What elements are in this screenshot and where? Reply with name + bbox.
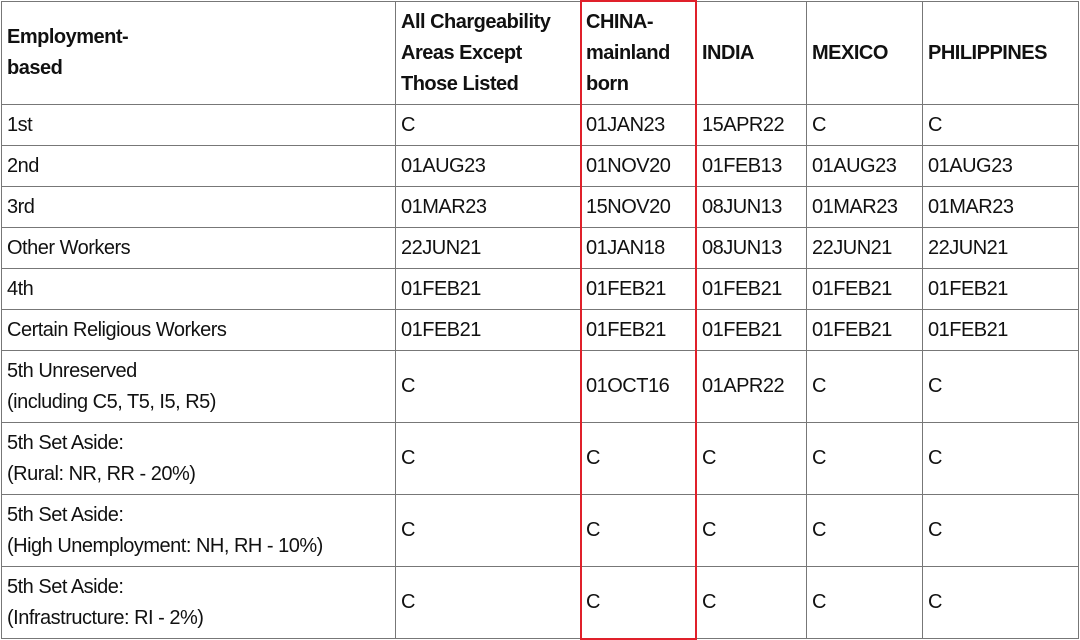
- cell-india: C: [696, 494, 807, 567]
- cell-category: 5th Set Aside: (Rural: NR, RR - 20%): [1, 422, 396, 495]
- cell-category: Other Workers: [1, 227, 396, 269]
- table-row: 5th Unreserved (including C5, T5, I5, R5)…: [1, 350, 1079, 423]
- cell-all-chargeability: C: [395, 104, 581, 146]
- cell-india: 01FEB21: [696, 309, 807, 351]
- cell-philippines: 01MAR23: [922, 186, 1079, 228]
- cell-india: 01APR22: [696, 350, 807, 423]
- cell-category: 4th: [1, 268, 396, 310]
- header-mexico: MEXICO: [806, 1, 923, 105]
- cell-mexico: 01FEB21: [806, 309, 923, 351]
- cell-india: 08JUN13: [696, 227, 807, 269]
- cell-mexico: 01FEB21: [806, 268, 923, 310]
- cell-china: C: [580, 566, 697, 639]
- header-all-chargeability: All Chargeability Areas Except Those Lis…: [395, 1, 581, 105]
- cell-philippines: C: [922, 494, 1079, 567]
- cell-philippines: C: [922, 566, 1079, 639]
- cell-philippines: C: [922, 350, 1079, 423]
- cell-philippines: C: [922, 422, 1079, 495]
- cell-mexico: 01AUG23: [806, 145, 923, 187]
- cell-india: 15APR22: [696, 104, 807, 146]
- cell-india: 01FEB21: [696, 268, 807, 310]
- cell-mexico: C: [806, 566, 923, 639]
- header-china: CHINA-mainland born: [580, 1, 697, 105]
- cell-all-chargeability: 01FEB21: [395, 268, 581, 310]
- cell-philippines: 22JUN21: [922, 227, 1079, 269]
- table-row: 5th Set Aside: (Infrastructure: RI - 2%) C…: [1, 566, 1079, 639]
- cell-all-chargeability: C: [395, 422, 581, 495]
- cell-mexico: 22JUN21: [806, 227, 923, 269]
- cell-india: C: [696, 566, 807, 639]
- cell-mexico: C: [806, 104, 923, 146]
- cell-category: Certain Religious Workers: [1, 309, 396, 351]
- table-row: Other Workers 22JUN21 01JAN18 08JUN13 22JUN2…: [1, 227, 1079, 269]
- cell-category: 5th Set Aside: (Infrastructure: RI - 2%): [1, 566, 396, 639]
- cell-china: 01FEB21: [580, 268, 697, 310]
- cell-philippines: 01AUG23: [922, 145, 1079, 187]
- cell-china: C: [580, 494, 697, 567]
- cell-china: 01FEB21: [580, 309, 697, 351]
- cell-india: 08JUN13: [696, 186, 807, 228]
- cell-all-chargeability: 22JUN21: [395, 227, 581, 269]
- table-row: 3rd 01MAR23 15NOV20 08JUN13 01MAR23 01MAR23: [1, 186, 1079, 228]
- cell-category: 2nd: [1, 145, 396, 187]
- cell-china: C: [580, 422, 697, 495]
- cell-china: 01JAN18: [580, 227, 697, 269]
- cell-all-chargeability: C: [395, 566, 581, 639]
- header-employment-based: Employment- based: [1, 1, 396, 105]
- cell-china: 15NOV20: [580, 186, 697, 228]
- cell-china: 01OCT16: [580, 350, 697, 423]
- cell-india: C: [696, 422, 807, 495]
- cell-mexico: C: [806, 422, 923, 495]
- cell-all-chargeability: 01MAR23: [395, 186, 581, 228]
- cell-category: 5th Unreserved (including C5, T5, I5, R5): [1, 350, 396, 423]
- cell-category: 1st: [1, 104, 396, 146]
- cell-india: 01FEB13: [696, 145, 807, 187]
- cell-philippines: 01FEB21: [922, 268, 1079, 310]
- cell-mexico: C: [806, 350, 923, 423]
- cell-category: 5th Set Aside: (High Unemployment: NH, RH…: [1, 494, 396, 567]
- table-row: 1st C 01JAN23 15APR22 C C: [1, 104, 1079, 146]
- cell-all-chargeability: 01FEB21: [395, 309, 581, 351]
- cell-china: 01JAN23: [580, 104, 697, 146]
- cell-category: 3rd: [1, 186, 396, 228]
- table-row: 5th Set Aside: (Rural: NR, RR - 20%) C C C C C: [1, 422, 1079, 495]
- cell-mexico: 01MAR23: [806, 186, 923, 228]
- cell-philippines: 01FEB21: [922, 309, 1079, 351]
- cell-all-chargeability: 01AUG23: [395, 145, 581, 187]
- table-row: 5th Set Aside: (High Unemployment: NH, RH…: [1, 494, 1079, 567]
- header-philippines: PHILIPPINES: [922, 1, 1079, 105]
- cell-china: 01NOV20: [580, 145, 697, 187]
- table-row: 4th 01FEB21 01FEB21 01FEB21 01FEB21 01FEB21: [1, 268, 1079, 310]
- cell-mexico: C: [806, 494, 923, 567]
- header-row: Employment- based All Chargeability Area…: [1, 1, 1079, 105]
- table-row: 2nd 01AUG23 01NOV20 01FEB13 01AUG23 01AUG23: [1, 145, 1079, 187]
- table-row: Certain Religious Workers 01FEB21 01FEB21 0…: [1, 309, 1079, 351]
- cell-all-chargeability: C: [395, 350, 581, 423]
- cell-philippines: C: [922, 104, 1079, 146]
- cell-all-chargeability: C: [395, 494, 581, 567]
- header-india: INDIA: [696, 1, 807, 105]
